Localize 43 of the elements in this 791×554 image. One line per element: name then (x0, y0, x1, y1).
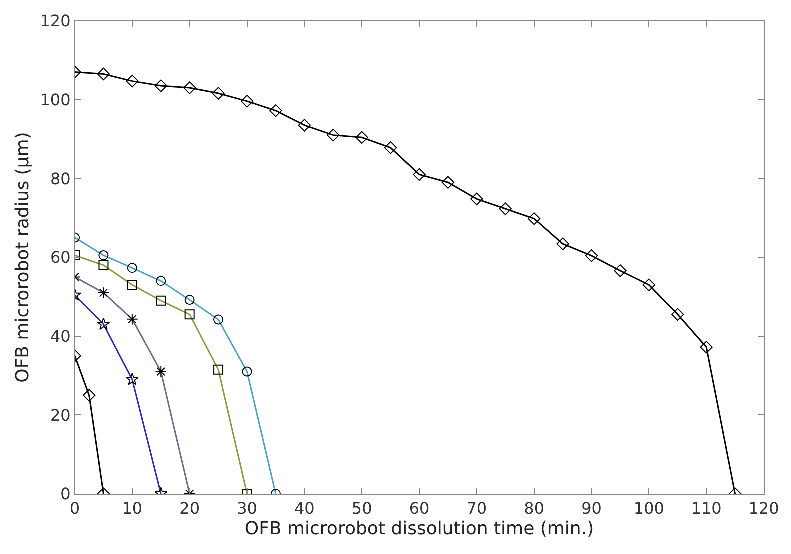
point (183, 82, 196, 94)
y-tick-label: 0 (60, 484, 71, 504)
point (384, 142, 398, 154)
y-tick-label: 60 (50, 248, 71, 268)
x-tick-label: 30 (237, 499, 258, 518)
x-tick-label: 100 (634, 499, 664, 518)
x-tick-label: 110 (691, 499, 722, 518)
point (556, 238, 570, 250)
y-tick-label: 120 (40, 12, 71, 31)
point (212, 87, 225, 100)
point (97, 68, 110, 81)
point (240, 95, 254, 108)
x-tick-label: 70 (466, 499, 488, 518)
y-tick-label: 40 (50, 326, 71, 346)
y-tick-label: 100 (40, 90, 71, 110)
x-tick-label: 10 (122, 499, 143, 518)
point (470, 192, 484, 206)
point (154, 80, 168, 92)
x-tick-label: 60 (409, 499, 430, 518)
x-tick-label: 40 (294, 499, 315, 518)
x-tick-label: 20 (180, 499, 200, 518)
x-tick-label: 80 (524, 499, 545, 518)
point (126, 74, 139, 88)
x-tick-label: 120 (748, 499, 780, 518)
y-tick-label: 20 (50, 406, 71, 425)
point (327, 128, 340, 142)
point (642, 278, 656, 292)
point (442, 176, 455, 189)
point (270, 104, 282, 118)
y-axis-title: OFB microrobot radius (μm) (12, 132, 34, 383)
point (499, 202, 512, 216)
point (700, 341, 713, 354)
point (356, 131, 368, 144)
point (528, 212, 541, 226)
x-axis-title: OFB microrobot dissolution time (min.) (244, 518, 594, 540)
point (585, 250, 598, 262)
point (614, 264, 627, 278)
point (672, 308, 684, 321)
x-tick-label: 50 (352, 499, 372, 518)
point (413, 168, 426, 182)
y-tick-label: 80 (50, 169, 71, 188)
point (298, 119, 312, 132)
x-tick-label: 90 (582, 499, 602, 518)
